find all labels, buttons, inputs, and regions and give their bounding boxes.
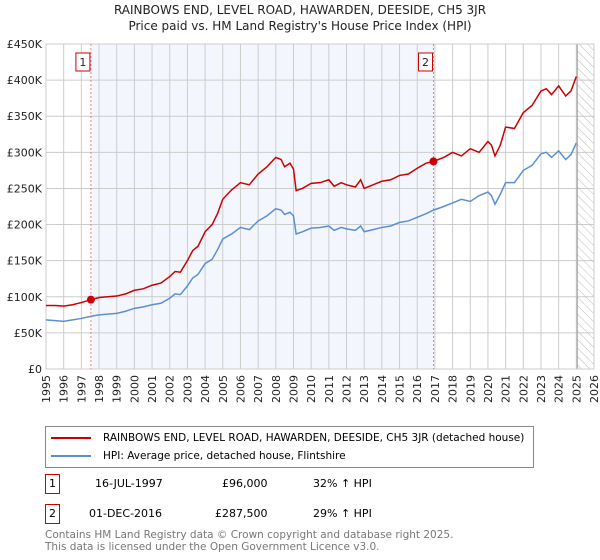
x-tick-label: 2020 [482,375,495,403]
x-tick-label: 2021 [500,375,513,403]
x-tick-label: 2023 [535,375,548,403]
x-tick-label: 2003 [181,375,194,403]
x-tick-label: 2005 [217,375,230,403]
x-tick-label: 2013 [358,375,371,403]
x-tick-label: 2007 [252,375,265,403]
footer-line-1: Contains HM Land Registry data © Crown c… [45,529,454,541]
sale-number: 1 [45,474,60,494]
sale-number: 2 [45,504,60,524]
x-tick-label: 2015 [394,375,407,403]
sale-label: 1 [79,56,86,69]
sale-price: £96,000 [222,477,268,490]
x-tick-label: 2024 [553,375,566,403]
x-tick-label: 2010 [305,375,318,403]
x-tick-label: 1997 [75,375,88,403]
x-tick-label: 2017 [429,375,442,403]
plot-border [45,43,595,370]
y-tick-label: £300K [7,146,43,159]
sale-date: 01-DEC-2016 [89,507,163,520]
forecast-hatch [576,43,595,370]
sale-period-shade [90,44,434,369]
sale-row-2: 2 01-DEC-2016 £287,500 29% ↑ HPI [45,504,545,524]
x-tick-label: 1996 [58,375,71,403]
x-tick-label: 2004 [199,375,212,403]
legend-red-label: RAINBOWS END, LEVEL ROAD, HAWARDEN, DEES… [103,432,525,444]
x-tick-label: 2012 [341,375,354,403]
x-tick-label: 2001 [146,375,159,403]
hpi-line [45,142,578,323]
x-tick-label: 2002 [164,375,177,403]
y-tick-label: £0 [28,363,42,376]
footer: Contains HM Land Registry data © Crown c… [45,529,453,553]
sale-label-box [75,52,91,72]
y-tick-label: £150K [7,255,43,268]
x-tick-label: 2011 [323,375,336,403]
y-tick-label: £100K [7,291,43,304]
legend-blue-line [51,455,91,457]
y-tick-label: £350K [7,110,43,123]
y-tick-label: £250K [7,182,43,195]
y-tick-label: £50K [14,327,43,340]
x-tick-label: 1998 [93,375,106,403]
x-tick-label: 2026 [588,375,600,403]
x-tick-label: 2006 [234,375,247,403]
sale-price: £287,500 [215,507,268,520]
x-tick-label: 1999 [111,375,124,403]
sale-hpi: 32% ↑ HPI [313,477,372,490]
chart-subtitle: Price paid vs. HM Land Registry's House … [128,19,472,33]
sale-hpi: 29% ↑ HPI [313,507,372,520]
footer-line-2: This data is licensed under the Open Gov… [45,541,380,553]
x-tick-label: 2016 [411,375,424,403]
legend-blue-label: HPI: Average price, detached house, Flin… [103,450,346,462]
x-tick-label: 2022 [517,375,530,403]
x-tick-label: 2008 [270,375,283,403]
x-tick-label: 2000 [128,375,141,403]
sale-date: 16-JUL-1997 [95,477,163,490]
sale-point [86,295,95,304]
x-tick-label: 2009 [287,375,300,403]
x-tick-label: 2019 [464,375,477,403]
x-tick-label: 2025 [570,375,583,403]
y-tick-label: £450K [7,38,43,51]
y-tick-label: £400K [7,74,43,87]
x-tick-label: 2014 [376,375,389,403]
chart-title: RAINBOWS END, LEVEL ROAD, HAWARDEN, DEES… [113,3,487,17]
sale-label-box [417,52,433,72]
y-tick-label: £200K [7,219,43,232]
sale-row-1: 1 16-JUL-1997 £96,000 32% ↑ HPI [45,474,545,494]
price-paid-line [46,76,578,307]
sale-label: 2 [422,56,429,69]
chart: 1995 1996 1997 1998 1999 2000 2001 2002 2003 2004… [7,38,600,403]
sale-point [429,157,438,166]
x-tick-label: 2018 [447,375,460,403]
legend: RAINBOWS END, LEVEL ROAD, HAWARDEN, DEES… [45,426,534,468]
x-tick-label: 1995 [40,375,53,403]
legend-red-line [51,437,91,439]
